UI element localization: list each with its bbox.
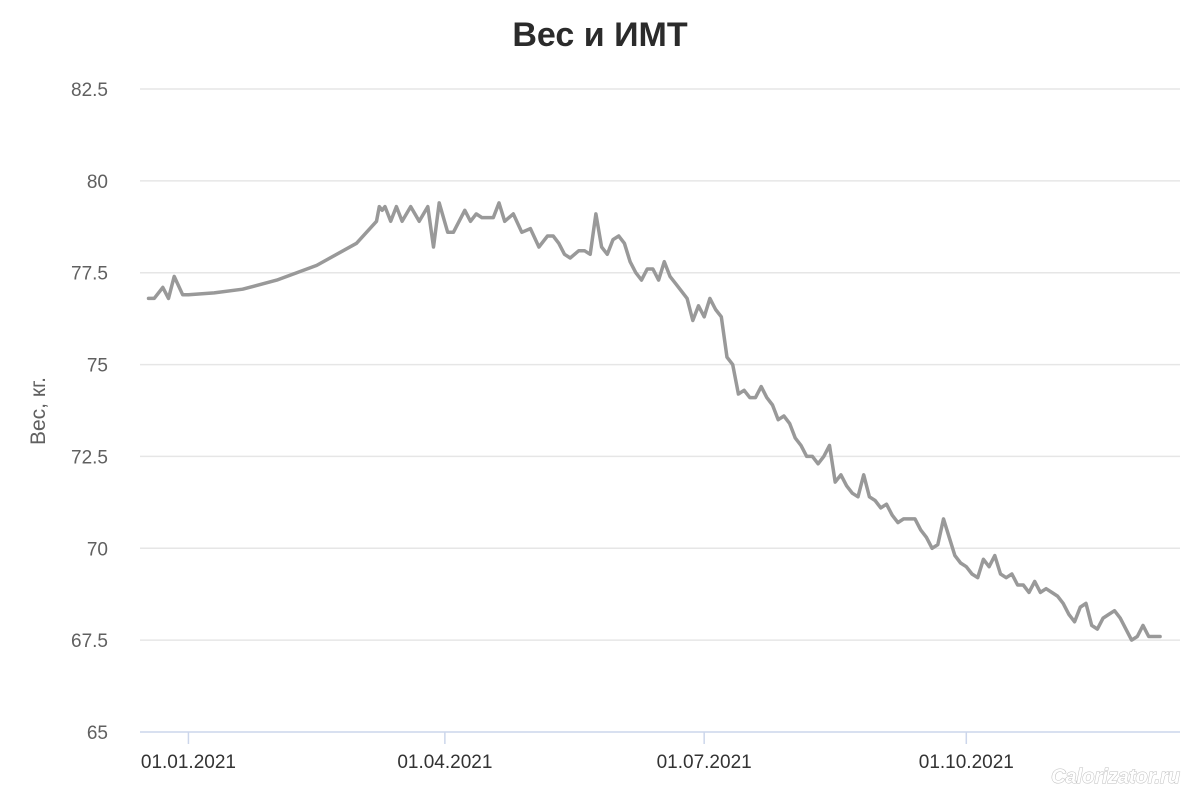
y-tick-label: 77.5 — [71, 264, 108, 285]
y-tick-label: 67.5 — [71, 631, 108, 652]
y-tick-label: 75 — [87, 356, 108, 377]
y-tick-label: 70 — [87, 539, 108, 560]
x-tick-label: 01.10.2021 — [919, 752, 1014, 773]
x-tick-labels: 01.01.2021 01.04.2021 01.07.2021 01.10.2021 — [141, 732, 1014, 773]
y-tick-label: 82.5 — [71, 80, 108, 101]
chart-title: Вес и ИМТ — [512, 16, 687, 54]
y-tick-labels: 65 67.5 70 72.5 75 77.5 80 82.5 — [71, 80, 108, 744]
y-axis-label: Вес, кг. — [27, 377, 50, 445]
gridlines — [140, 88, 1180, 641]
y-tick-label: 72.5 — [71, 447, 108, 468]
y-tick-label: 80 — [87, 172, 108, 193]
y-tick-label: 65 — [87, 723, 108, 744]
watermark: Calorizator.ru — [1051, 766, 1180, 788]
x-tick-label: 01.07.2021 — [657, 752, 752, 773]
x-tick-label: 01.04.2021 — [397, 752, 492, 773]
weight-series-line[interactable] — [146, 201, 1162, 642]
x-tick-label: 01.01.2021 — [141, 752, 236, 773]
